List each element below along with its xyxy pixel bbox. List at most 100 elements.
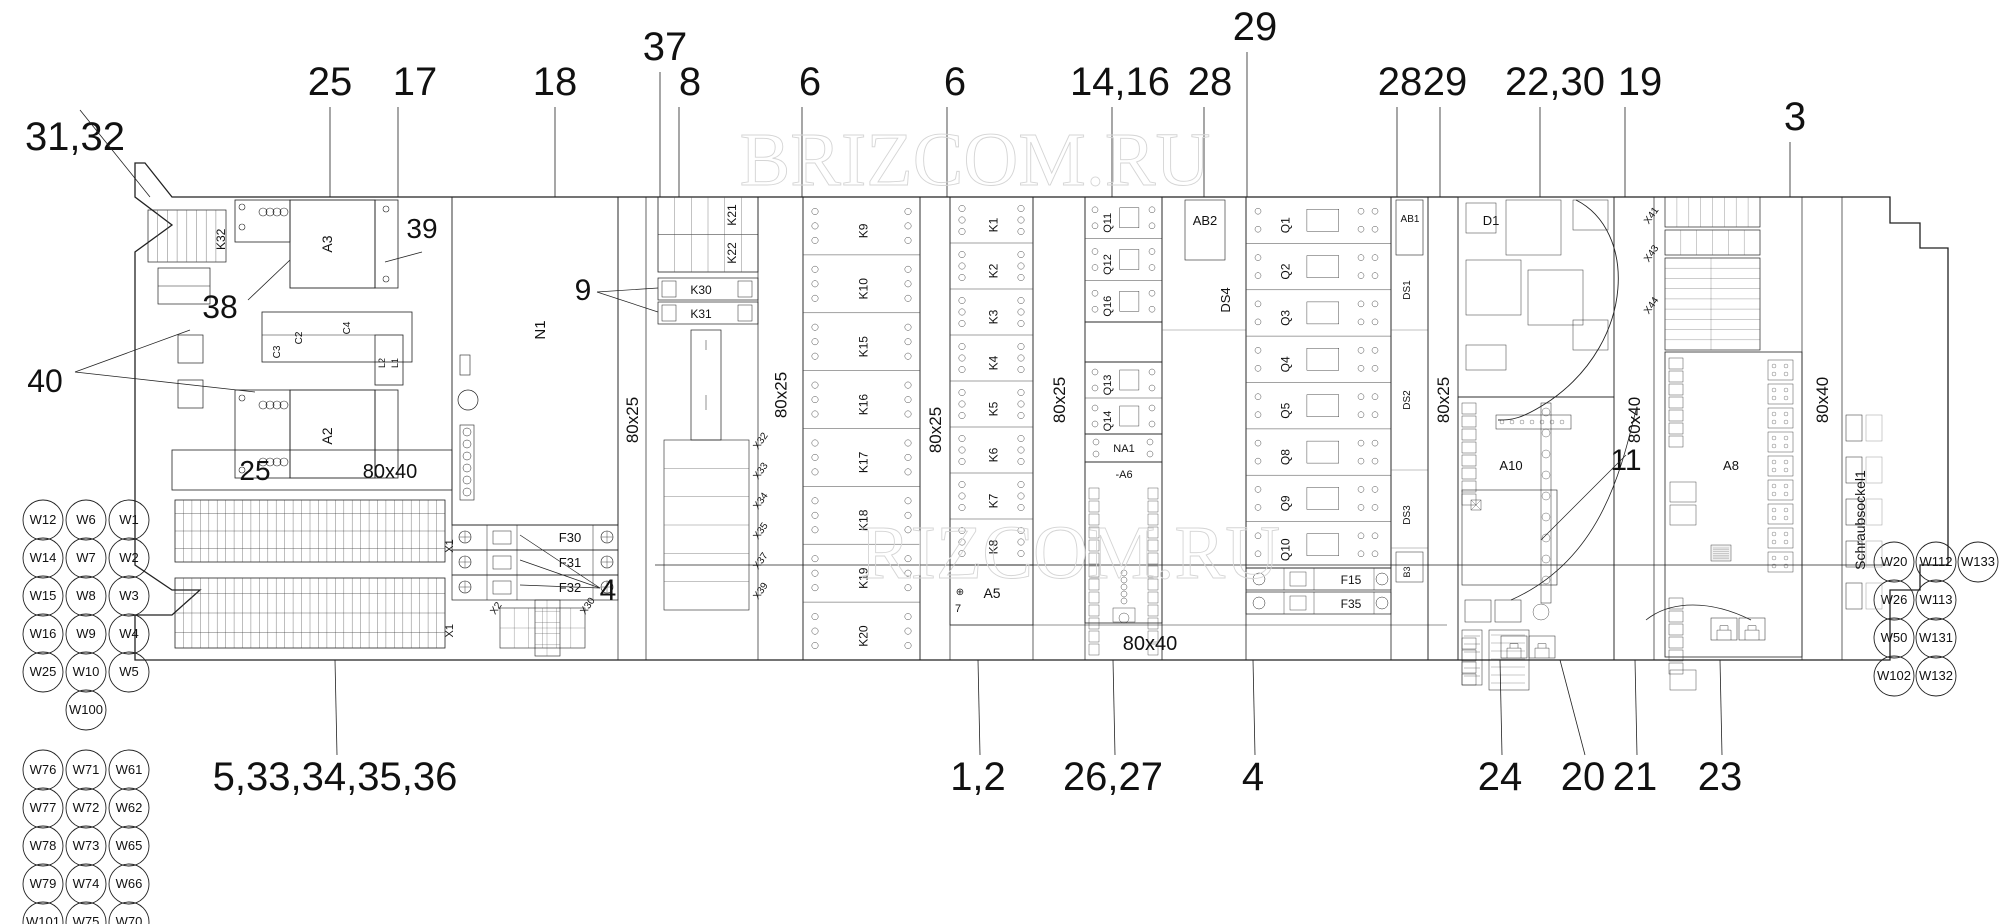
svg-text:Q3: Q3 <box>1279 310 1293 326</box>
svg-text:W15: W15 <box>30 588 57 603</box>
svg-text:W65: W65 <box>116 838 143 853</box>
svg-text:W101: W101 <box>26 914 60 924</box>
svg-text:9: 9 <box>575 274 592 307</box>
svg-text:K3: K3 <box>987 309 1001 324</box>
svg-text:W77: W77 <box>30 800 57 815</box>
svg-text:Q2: Q2 <box>1279 263 1293 279</box>
svg-text:W3: W3 <box>119 588 139 603</box>
svg-text:W72: W72 <box>73 800 100 815</box>
svg-text:X1: X1 <box>444 539 456 552</box>
svg-text:K6: K6 <box>987 447 1001 462</box>
svg-text:W5: W5 <box>119 664 139 679</box>
svg-text:Q1: Q1 <box>1279 217 1293 233</box>
svg-text:22,30: 22,30 <box>1505 60 1605 104</box>
svg-text:Q12: Q12 <box>1102 254 1114 275</box>
svg-text:K2: K2 <box>987 263 1001 278</box>
svg-text:Q13: Q13 <box>1102 375 1114 396</box>
svg-text:-A6: -A6 <box>1115 469 1132 481</box>
svg-text:K22: K22 <box>725 242 739 264</box>
svg-text:25: 25 <box>308 60 353 104</box>
svg-text:W100: W100 <box>69 702 103 717</box>
svg-text:W7: W7 <box>76 550 96 565</box>
svg-text:Q9: Q9 <box>1279 495 1293 511</box>
svg-text:K1: K1 <box>987 217 1001 232</box>
svg-text:W66: W66 <box>116 876 143 891</box>
svg-text:25: 25 <box>239 455 270 486</box>
svg-text:N1: N1 <box>532 320 549 339</box>
svg-text:W112: W112 <box>1920 554 1953 569</box>
svg-text:26,27: 26,27 <box>1063 755 1163 799</box>
svg-text:28: 28 <box>1188 60 1233 104</box>
svg-text:W76: W76 <box>30 762 57 777</box>
svg-text:AB1: AB1 <box>1401 214 1420 225</box>
svg-text:W10: W10 <box>73 664 100 679</box>
svg-text:W133: W133 <box>1961 554 1995 569</box>
svg-text:K15: K15 <box>857 336 871 358</box>
svg-text:W16: W16 <box>30 626 57 641</box>
svg-text:23: 23 <box>1698 755 1743 799</box>
svg-text:W6: W6 <box>76 512 96 527</box>
svg-text:RIZCOM.RU: RIZCOM.RU <box>860 511 1280 595</box>
svg-text:80x25: 80x25 <box>926 407 945 453</box>
svg-text:Q10: Q10 <box>1279 538 1293 561</box>
svg-text:W78: W78 <box>30 838 57 853</box>
svg-text:Q16: Q16 <box>1102 296 1114 317</box>
svg-text:W79: W79 <box>30 876 57 891</box>
svg-text:A8: A8 <box>1723 458 1739 473</box>
svg-text:K10: K10 <box>857 278 871 300</box>
svg-text:K16: K16 <box>857 394 871 416</box>
svg-text:80x25: 80x25 <box>1434 377 1453 423</box>
svg-text:W50: W50 <box>1881 630 1908 645</box>
svg-text:19: 19 <box>1618 60 1663 104</box>
svg-text:W73: W73 <box>73 838 100 853</box>
svg-text:6: 6 <box>944 60 966 104</box>
svg-text:C4: C4 <box>342 321 353 334</box>
svg-text:28: 28 <box>1378 60 1423 104</box>
svg-text:A10: A10 <box>1499 458 1522 473</box>
svg-text:NA1: NA1 <box>1113 443 1134 455</box>
svg-text:W71: W71 <box>73 762 100 777</box>
svg-text:K9: K9 <box>857 223 871 238</box>
svg-text:Q8: Q8 <box>1279 449 1293 465</box>
svg-text:W61: W61 <box>116 762 143 777</box>
svg-text:W113: W113 <box>1920 592 1953 607</box>
svg-text:BRIZCOM.RU: BRIZCOM.RU <box>740 118 1211 202</box>
svg-text:14,16: 14,16 <box>1070 60 1170 104</box>
svg-text:D1: D1 <box>1483 213 1500 228</box>
svg-text:W132: W132 <box>1919 668 1953 683</box>
svg-text:31,32: 31,32 <box>25 115 125 159</box>
svg-text:Q14: Q14 <box>1102 411 1114 432</box>
svg-text:18: 18 <box>533 60 578 104</box>
svg-text:21: 21 <box>1613 755 1658 799</box>
svg-text:DS2: DS2 <box>1402 390 1413 410</box>
svg-text:W74: W74 <box>73 876 100 891</box>
svg-text:AB2: AB2 <box>1193 213 1218 228</box>
svg-text:80x25: 80x25 <box>1050 377 1069 423</box>
svg-text:40: 40 <box>27 363 63 399</box>
svg-text:DS3: DS3 <box>1402 505 1413 525</box>
svg-text:38: 38 <box>202 289 238 325</box>
svg-text:W14: W14 <box>30 550 57 565</box>
svg-text:W2: W2 <box>119 550 139 565</box>
svg-text:W20: W20 <box>1881 554 1908 569</box>
svg-text:W25: W25 <box>30 664 57 679</box>
svg-text:Q11: Q11 <box>1102 213 1114 233</box>
svg-text:39: 39 <box>406 213 437 244</box>
svg-text:F15: F15 <box>1341 573 1362 587</box>
svg-text:K7: K7 <box>987 493 1001 508</box>
svg-text:K30: K30 <box>690 283 712 297</box>
svg-text:8: 8 <box>679 60 701 104</box>
svg-text:W70: W70 <box>116 914 143 924</box>
svg-text:W12: W12 <box>30 512 57 527</box>
svg-text:A2: A2 <box>319 427 335 444</box>
svg-text:K31: K31 <box>690 307 712 321</box>
svg-text:1,2: 1,2 <box>950 755 1006 799</box>
svg-text:20: 20 <box>1561 755 1606 799</box>
svg-text:DS4: DS4 <box>1218 287 1233 312</box>
svg-text:80x40: 80x40 <box>363 461 418 483</box>
svg-text:4: 4 <box>1242 755 1264 799</box>
svg-text:5,33,34,35,36: 5,33,34,35,36 <box>213 755 458 799</box>
svg-text:W4: W4 <box>119 626 139 641</box>
svg-text:80x40: 80x40 <box>1123 633 1178 655</box>
svg-text:29: 29 <box>1233 5 1278 49</box>
